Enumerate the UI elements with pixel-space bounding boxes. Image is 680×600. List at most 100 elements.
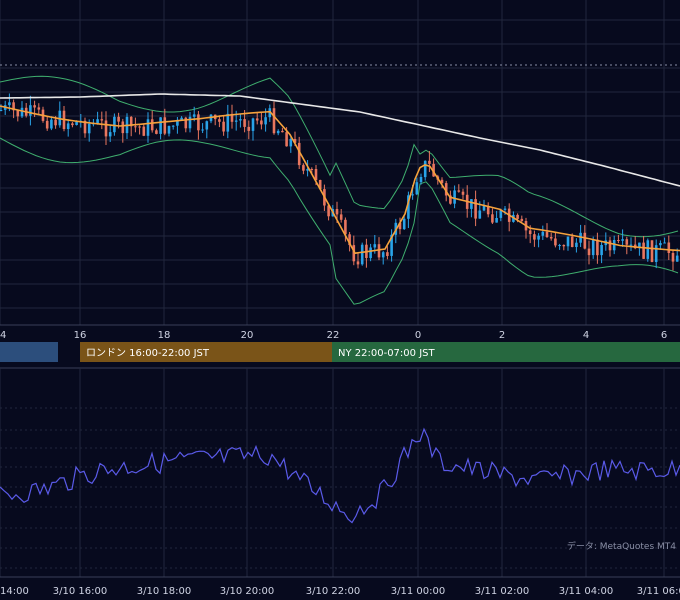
candle-body (667, 242, 671, 253)
candle-body (369, 247, 372, 259)
candle-body (570, 236, 574, 247)
candle-body (356, 261, 360, 265)
candle-body (554, 238, 557, 246)
candle-body (129, 116, 133, 127)
candle-body (486, 206, 490, 215)
main-grid (0, 0, 680, 325)
candle-body (600, 245, 603, 256)
session-label: ロンドン 16:00-22:00 JST (86, 348, 210, 359)
osc-x-tick-label: 3/11 06:00 (637, 586, 680, 597)
candle-body (491, 214, 494, 223)
candle-body (520, 218, 524, 221)
candle-body (104, 120, 108, 137)
osc-x-tick-label: 3/11 00:00 (391, 586, 445, 597)
candle-body (289, 139, 293, 147)
moving-averages (0, 93, 680, 255)
candle-body (411, 194, 414, 196)
candle-body (180, 117, 183, 120)
candle-body (327, 205, 330, 217)
candle-body (352, 245, 356, 262)
candle-body (612, 240, 616, 251)
osc-x-tick-label: 3/10 16:00 (53, 586, 107, 597)
candle-body (281, 130, 284, 133)
candle-body (239, 119, 242, 121)
candle-body (373, 244, 377, 248)
candle-body (415, 182, 419, 195)
x-tick-label: 4 (0, 330, 6, 341)
candle-body (478, 210, 482, 219)
candle-body (533, 234, 536, 240)
osc-x-tick-label: 14:00 (0, 586, 29, 597)
candle-body (457, 190, 461, 192)
candle-body (218, 119, 221, 122)
candle-body (646, 240, 650, 259)
candle-body (339, 214, 343, 220)
x-tick-label: 0 (415, 330, 421, 341)
session-segment (332, 342, 680, 362)
candle-body (176, 119, 179, 126)
candle-body (251, 118, 255, 131)
candle-body (516, 214, 519, 219)
candle-body (226, 113, 230, 132)
candle-body (528, 230, 532, 235)
candle-body (474, 199, 477, 219)
candle-body (54, 119, 57, 126)
candle-body (432, 163, 435, 177)
candle-body (675, 255, 679, 262)
candle-body (113, 116, 116, 133)
candle-body (650, 240, 654, 262)
candle-body (659, 243, 662, 246)
candle-body (66, 123, 70, 129)
candle-body (12, 102, 15, 111)
candle-body (150, 119, 154, 131)
candle-body (558, 245, 561, 246)
candle-body (171, 125, 175, 127)
candle-body (390, 234, 393, 256)
candle-body (20, 107, 24, 117)
candle-body (541, 231, 545, 236)
candle-body (503, 208, 507, 210)
candle-body (386, 252, 389, 256)
candle-body (629, 244, 633, 246)
candle-body (449, 195, 452, 204)
session-bar: ロンドン 16:00-22:00 JST NY 22:00-07:00 JST (0, 342, 680, 362)
candle-body (470, 199, 473, 209)
candle-body (260, 120, 263, 125)
candle-body (398, 222, 402, 230)
candle-body (596, 239, 599, 256)
candle-body (381, 252, 385, 258)
candle-body (142, 126, 146, 136)
moving-average-slow (0, 93, 680, 187)
candle-body (499, 209, 503, 218)
candle-body (121, 121, 125, 134)
candle-body (201, 129, 204, 131)
osc-x-tick-label: 3/10 22:00 (306, 586, 360, 597)
osc-x-tick-label: 3/10 18:00 (137, 586, 191, 597)
session-label: NY 22:00-07:00 JST (338, 348, 435, 359)
candle-body (549, 237, 553, 239)
candle-body (247, 126, 251, 131)
candle-body (402, 218, 406, 230)
bollinger-lower (0, 137, 679, 305)
candle-body (302, 165, 305, 171)
candle-body (428, 160, 431, 164)
candle-body (348, 234, 351, 246)
candle-body (188, 116, 192, 129)
candle-body (205, 121, 209, 130)
oscillator-grid (0, 368, 680, 577)
candle-body (222, 121, 225, 132)
candle-body (297, 142, 301, 166)
x-tick-label: 20 (241, 330, 254, 341)
candle-body (255, 118, 259, 121)
candle-body (167, 126, 171, 134)
candle-body (663, 242, 666, 244)
candle-body (293, 139, 297, 143)
x-tick-label: 6 (661, 330, 667, 341)
candle-body (276, 130, 280, 134)
candle-body (306, 169, 309, 171)
candle-body (608, 240, 612, 251)
candle-body (545, 231, 549, 237)
candle-body (159, 117, 162, 134)
candle-body (310, 169, 314, 170)
